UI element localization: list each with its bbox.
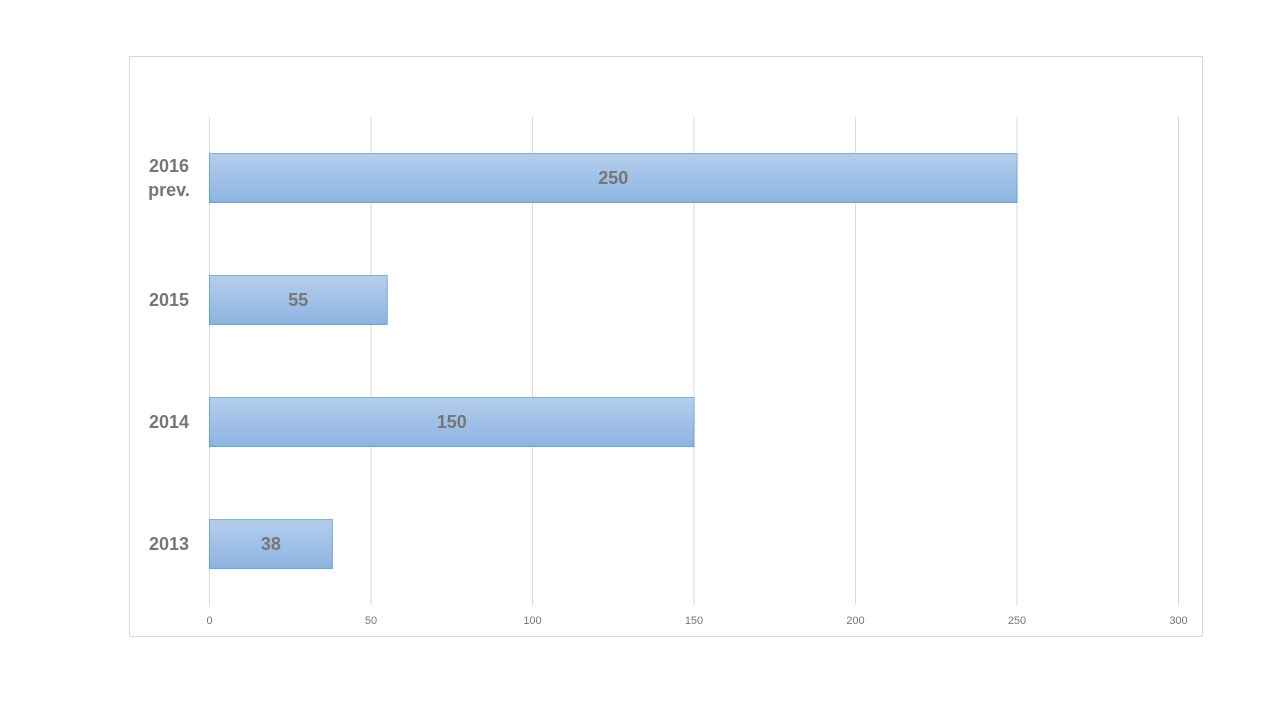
data-label: 250 (598, 168, 628, 188)
x-tick-label: 150 (685, 615, 703, 627)
y-tick-label: 2016 prev. (148, 156, 190, 200)
data-label: 38 (261, 534, 281, 554)
x-tick-label: 300 (1169, 615, 1187, 627)
x-tick-label: 100 (523, 615, 541, 627)
data-label: 55 (288, 290, 308, 310)
y-tick-label: 2014 (148, 412, 190, 432)
data-label: 150 (437, 412, 467, 432)
x-tick-label: 200 (846, 615, 864, 627)
x-tick-label: 50 (365, 615, 377, 627)
y-tick-label: 2013 (148, 534, 190, 554)
x-tick-label: 0 (206, 615, 212, 627)
x-tick-label: 250 (1008, 615, 1026, 627)
y-tick-label: 2015 (148, 290, 190, 310)
